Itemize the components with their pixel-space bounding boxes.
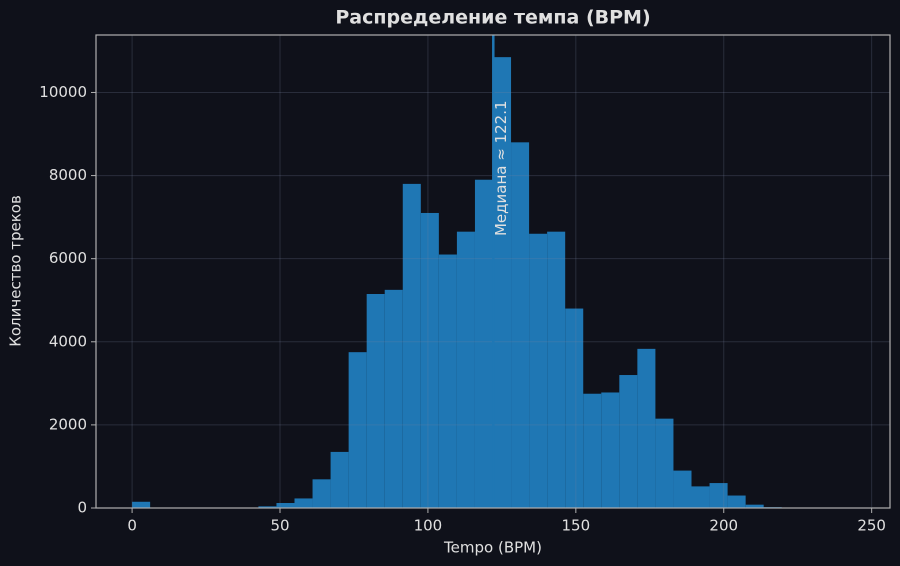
bar xyxy=(619,375,638,508)
x-tick-label: 200 xyxy=(709,517,738,535)
y-axis-label: Количество треков xyxy=(7,195,25,347)
bar xyxy=(637,348,656,508)
median-label: Медиана ≈ 122.1 xyxy=(492,100,510,236)
bar xyxy=(384,289,403,508)
x-tick-label: 250 xyxy=(857,517,886,535)
bar xyxy=(312,479,331,508)
bar xyxy=(132,501,151,508)
bar xyxy=(691,486,710,508)
bar xyxy=(294,498,313,508)
y-tick-label: 2000 xyxy=(49,415,87,433)
bar xyxy=(547,231,566,508)
bar xyxy=(529,233,548,509)
chart-title: Распределение темпа (BPM) xyxy=(335,7,650,29)
x-tick-label: 100 xyxy=(414,517,443,535)
bar xyxy=(420,212,439,508)
y-tick-label: 10000 xyxy=(39,83,87,101)
y-tick-label: 6000 xyxy=(49,249,87,267)
y-tick-label: 8000 xyxy=(49,166,87,184)
bar xyxy=(474,179,493,508)
bar xyxy=(438,254,457,508)
bar xyxy=(348,352,367,508)
x-axis-label: Tempo (BPM) xyxy=(443,539,542,557)
bar xyxy=(601,392,620,508)
bar xyxy=(583,393,602,508)
bar xyxy=(709,483,728,508)
plot-frame xyxy=(95,34,891,509)
bar xyxy=(258,506,277,508)
bar xyxy=(276,503,295,508)
bar xyxy=(456,231,475,508)
bar xyxy=(727,495,746,508)
bar xyxy=(330,451,349,508)
bar xyxy=(511,142,530,508)
bar xyxy=(493,57,512,508)
bar xyxy=(655,418,674,508)
x-tick-label: 50 xyxy=(270,517,289,535)
bar xyxy=(402,183,421,509)
x-tick-label: 150 xyxy=(562,517,591,535)
bar xyxy=(565,308,584,508)
y-tick-label: 4000 xyxy=(49,332,87,350)
bar xyxy=(673,470,692,508)
bar xyxy=(366,294,385,508)
x-tick-label: 0 xyxy=(127,517,137,535)
y-tick-label: 0 xyxy=(77,499,87,517)
bar xyxy=(745,504,764,508)
